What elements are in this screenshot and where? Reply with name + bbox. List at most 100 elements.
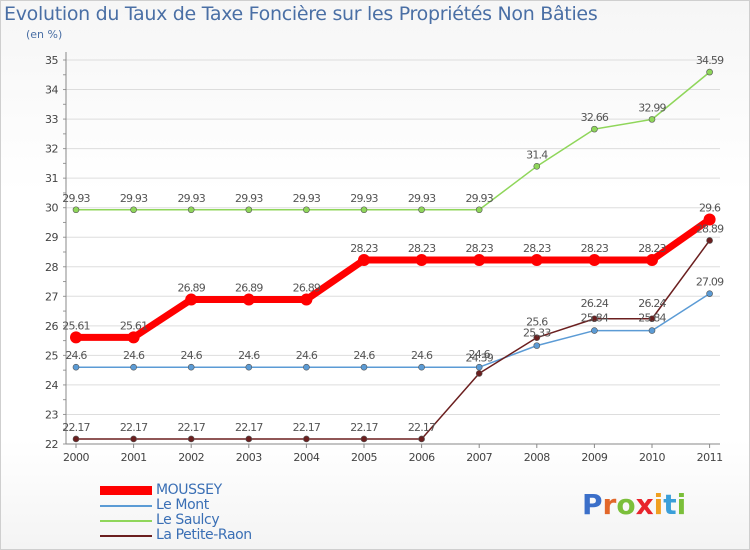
data-label: 24.6 [123,349,145,362]
data-point [646,253,658,266]
data-point [245,206,253,214]
data-label: 24.6 [411,349,433,362]
logo-letter: x [635,488,654,521]
data-label: 24.6 [238,349,260,362]
data-point [588,253,601,266]
data-point [187,435,195,443]
data-label: 24.6 [296,349,318,362]
series-line-le-mont [75,292,711,368]
data-label: 25.33 [523,327,551,340]
data-point [303,363,310,371]
data-label: 28.23 [638,242,666,255]
logo-letter: r [602,488,617,521]
y-tick-label: 31 [45,172,58,185]
data-label: 22.17 [408,421,436,434]
data-point [475,206,483,214]
data-point [303,435,310,443]
data-label: 22.17 [235,421,263,434]
logo-letter: i [676,488,687,521]
x-tick-label: 2008 [524,451,550,464]
data-point [591,315,598,323]
data-point [130,363,137,371]
y-tick-label: 24 [45,379,58,392]
logo-letter: o [616,488,636,521]
y-tick-label: 29 [45,231,58,244]
data-point [127,331,140,344]
x-tick-label: 2010 [639,451,665,464]
x-tick-label: 2011 [697,451,723,464]
series-line-le-saulcy [75,71,711,211]
data-point [245,435,253,443]
legend-swatch [100,486,152,495]
data-point [360,435,368,443]
data-label: 24.6 [469,348,491,361]
data-point [648,315,656,323]
legend-label: La Petite-Raon [156,527,252,543]
data-point [187,363,195,371]
data-point [130,435,137,443]
data-label: 28.23 [350,242,378,255]
data-label: 24.6 [353,349,375,362]
data-label: 25.84 [581,312,609,325]
data-label: 26.89 [235,282,263,295]
data-label: 28.23 [523,242,551,255]
y-tick-label: 28 [45,261,58,274]
data-label: 32.66 [581,111,609,124]
data-label: 22.17 [120,421,148,434]
data-point [473,253,486,266]
data-point [648,116,656,123]
data-point [358,253,370,266]
data-point [418,363,425,371]
data-point [360,206,368,214]
data-point [533,163,541,170]
legend-swatch [100,505,152,507]
data-label: 29.93 [350,192,378,205]
data-point [360,363,368,371]
y-tick-label: 33 [45,113,58,126]
y-tick-label: 22 [45,438,58,451]
data-point [703,213,716,226]
logo-letter: i [653,488,664,521]
data-label: 29.93 [62,192,90,205]
data-point [706,68,713,76]
data-label: 31.4 [526,148,548,161]
data-label: 22.17 [293,421,321,434]
data-label: 29.93 [120,192,148,205]
data-label: 29.6 [699,202,721,215]
data-point [72,435,80,443]
data-label: 29.93 [235,192,263,205]
data-label: 28.23 [465,242,493,255]
data-label: 22.17 [350,421,378,434]
data-label: 25.6 [526,316,548,329]
data-label: 29.93 [293,192,321,205]
data-label: 22.17 [62,421,90,434]
x-tick-label: 2002 [178,451,204,464]
data-point [591,125,598,133]
data-point [706,237,713,244]
legend-swatch [100,535,152,537]
data-label: 29.93 [177,192,205,205]
data-label: 24.39 [465,351,493,364]
x-tick-label: 2000 [63,451,89,464]
data-label: 22.17 [177,421,205,434]
data-point [533,342,541,349]
data-point [245,363,253,371]
y-tick-label: 32 [45,143,58,156]
data-label: 29.93 [408,192,436,205]
data-point [130,206,137,214]
data-point [475,363,483,371]
x-tick-label: 2003 [236,451,262,464]
data-point [706,290,713,297]
data-label: 25.61 [120,319,148,332]
x-tick-label: 2004 [293,451,319,464]
data-label: 25.61 [62,319,90,332]
data-point [418,435,425,443]
data-label: 34.59 [696,54,724,67]
data-point [530,253,543,266]
data-label: 26.89 [293,282,321,295]
legend-swatch [100,520,152,522]
data-label: 28.89 [696,222,724,235]
data-point [591,327,598,334]
